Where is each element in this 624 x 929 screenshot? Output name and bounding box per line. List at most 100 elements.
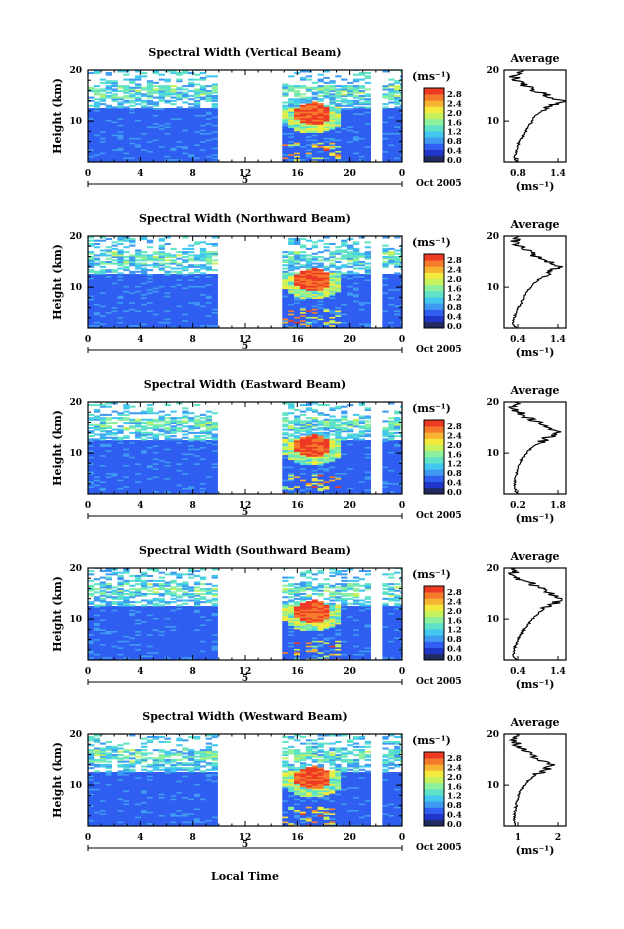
heatmap-cell <box>394 236 401 239</box>
heatmap-cell <box>193 150 201 153</box>
heatmap-cell <box>182 108 189 111</box>
heatmap-cell <box>117 106 124 109</box>
heatmap-cell <box>400 132 403 135</box>
heatmap-cell <box>129 144 136 147</box>
heatmap-cell <box>335 90 342 93</box>
heatmap-cell <box>400 308 403 311</box>
heatmap-cell <box>352 305 360 308</box>
heatmap-cell <box>129 490 136 493</box>
heatmap-cell <box>146 139 154 142</box>
heatmap-cell <box>129 111 136 114</box>
heatmap-cell <box>335 326 342 329</box>
heatmap-cell <box>282 86 289 89</box>
heatmap-cell <box>164 147 171 150</box>
heatmap-cell <box>88 140 95 143</box>
heatmap-cell <box>211 91 218 94</box>
heatmap-cell <box>170 472 177 475</box>
heatmap-cell <box>394 306 401 309</box>
heatmap-cell <box>182 85 189 88</box>
heatmap-cell <box>282 476 289 479</box>
heatmap-cell <box>317 275 324 278</box>
heatmap-cell <box>129 130 136 133</box>
heatmap-cell <box>99 458 107 461</box>
heatmap-cell <box>358 311 366 314</box>
heatmap-cell <box>335 91 342 94</box>
heatmap-cell <box>105 285 112 288</box>
heatmap-cell <box>111 256 118 259</box>
heatmap-cell <box>123 464 130 467</box>
heatmap-cell <box>164 298 171 301</box>
heatmap-cell <box>117 236 124 239</box>
heatmap-cell <box>164 109 171 112</box>
heatmap-cell <box>288 440 295 443</box>
heatmap-cell <box>305 152 313 155</box>
heatmap-cell <box>329 116 336 119</box>
heatmap-cell <box>146 423 154 426</box>
heatmap-cell <box>99 96 107 99</box>
heatmap-cell <box>199 152 207 155</box>
heatmap-cell <box>335 129 342 132</box>
heatmap-cell <box>394 260 401 263</box>
heatmap-cell <box>311 295 319 298</box>
heatmap-cell <box>123 436 130 439</box>
heatmap-cell <box>341 140 348 143</box>
heatmap-cell <box>170 96 177 99</box>
heatmap-cell <box>140 448 148 451</box>
heatmap-cell <box>288 296 295 299</box>
heatmap-cell <box>317 145 324 148</box>
heatmap-cell <box>146 492 154 495</box>
heatmap-cell <box>288 112 295 115</box>
heatmap-cell <box>129 126 136 129</box>
heatmap-cell <box>146 466 154 469</box>
heatmap-cell <box>129 145 136 148</box>
heatmap-cell <box>341 318 348 321</box>
heatmap-cell <box>135 83 142 86</box>
heatmap-cell <box>140 472 148 475</box>
heatmap-cell <box>152 425 160 428</box>
heatmap-cell <box>329 295 336 298</box>
heatmap-cell <box>88 319 95 322</box>
heatmap-cell <box>388 111 395 114</box>
heatmap-cell <box>182 430 189 433</box>
heatmap-cell <box>182 422 189 425</box>
heatmap-cell <box>99 418 107 421</box>
heatmap-cell <box>176 313 183 316</box>
heatmap-cell <box>129 467 136 470</box>
heatmap-cell <box>205 144 213 147</box>
heatmap-cell <box>164 296 171 299</box>
heatmap-cell <box>282 91 289 94</box>
heatmap-cell <box>146 479 154 482</box>
heatmap-cell <box>288 305 295 308</box>
heatmap-cell <box>188 147 195 150</box>
heatmap-cell <box>111 88 118 91</box>
heatmap-cell <box>394 300 401 303</box>
heatmap-cell <box>329 300 336 303</box>
heatmap-cell <box>299 296 307 299</box>
heatmap-cell <box>140 318 148 321</box>
heatmap-cell <box>123 251 130 254</box>
heatmap-cell <box>329 126 336 129</box>
heatmap-cell <box>394 319 401 322</box>
heatmap-cell <box>93 446 101 449</box>
heatmap-cell <box>358 152 366 155</box>
heatmap-cell <box>394 142 401 145</box>
heatmap-cell <box>193 459 201 462</box>
heatmap-cell <box>317 311 324 314</box>
heatmap-cell <box>211 252 218 255</box>
heatmap-cell <box>164 487 171 490</box>
heatmap-cell <box>199 155 207 158</box>
heatmap-cell <box>93 467 101 470</box>
heatmap-cell <box>123 428 130 431</box>
heatmap-cell <box>152 418 160 421</box>
heatmap-cell <box>364 155 371 158</box>
heatmap-cell <box>211 449 218 452</box>
heatmap-cell <box>352 275 360 278</box>
heatmap-cell <box>305 129 313 132</box>
heatmap-cell <box>164 306 171 309</box>
heatmap-cell <box>123 471 130 474</box>
heatmap-cell <box>99 252 107 255</box>
heatmap-cell <box>288 269 295 272</box>
heatmap-cell <box>182 425 189 428</box>
heatmap-cell <box>335 134 342 137</box>
heatmap-cell <box>358 91 366 94</box>
